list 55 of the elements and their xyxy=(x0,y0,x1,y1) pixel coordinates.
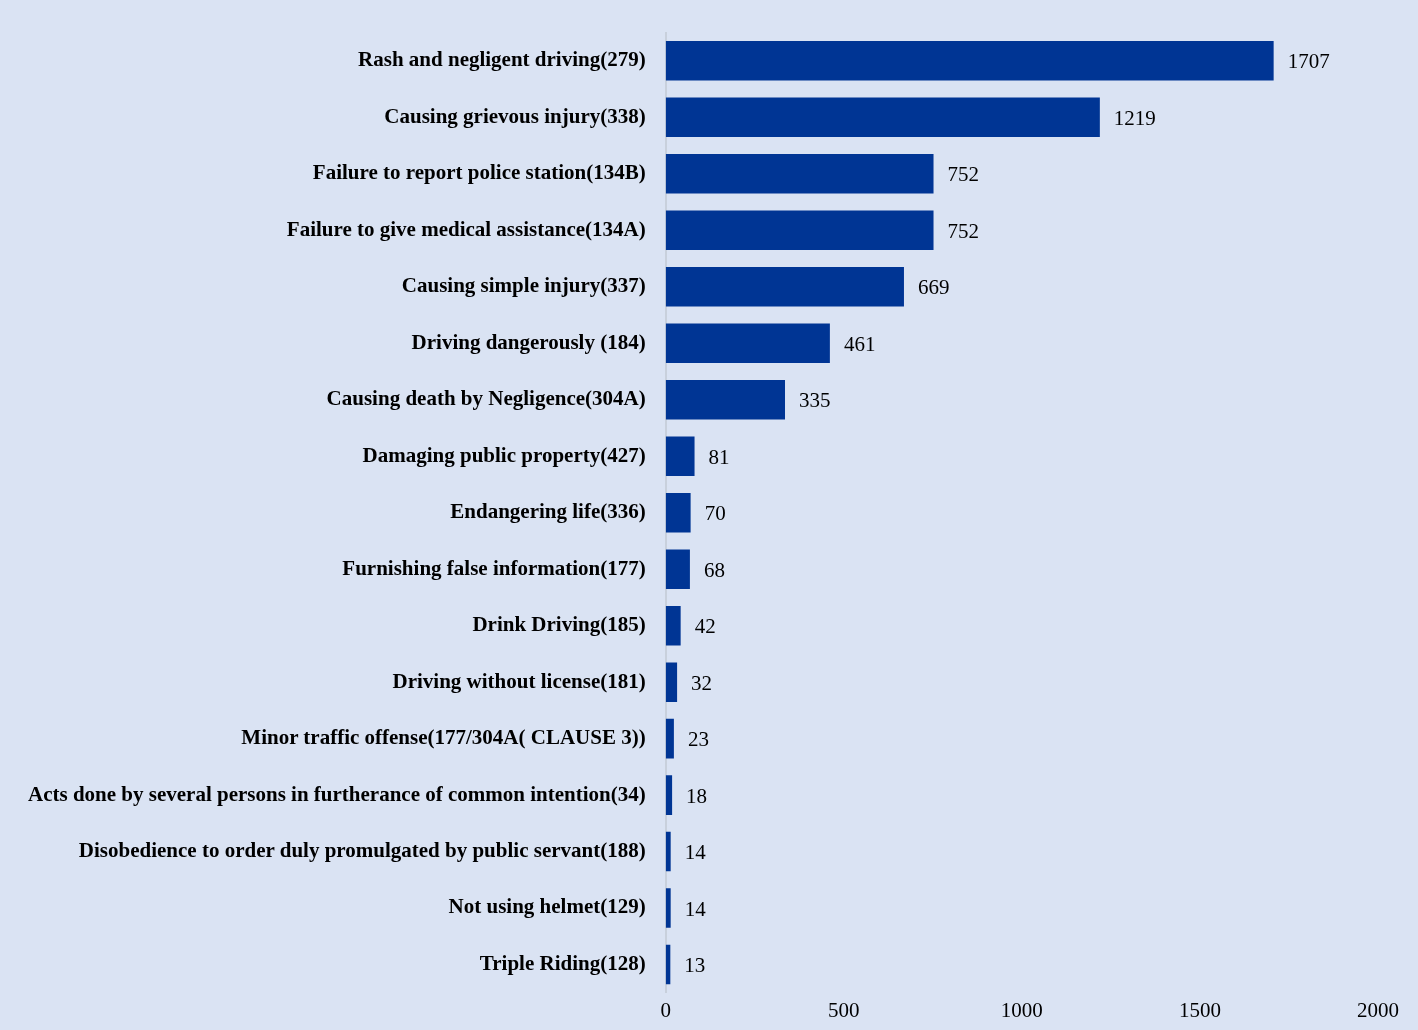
y-tick-label: Damaging public property(427) xyxy=(362,442,646,467)
bar xyxy=(665,436,695,476)
bar xyxy=(665,97,1100,138)
bar xyxy=(665,210,934,251)
data-label: 14 xyxy=(684,896,707,921)
data-label: 81 xyxy=(708,444,730,469)
x-tick-label: 1000 xyxy=(1000,997,1043,1022)
y-tick-label: Endangering life(336) xyxy=(450,499,646,524)
y-tick-label: Driving dangerously (184) xyxy=(411,329,646,354)
bar xyxy=(665,831,671,872)
y-tick-label: Failure to report police station(134B) xyxy=(312,160,646,185)
data-label: 461 xyxy=(843,331,876,356)
bar xyxy=(665,775,673,815)
y-tick-label: Causing simple injury(337) xyxy=(401,273,646,298)
x-tick-label: 500 xyxy=(828,997,860,1022)
y-tick-label: Causing grievous injury(338) xyxy=(384,103,646,128)
bar xyxy=(665,379,786,420)
data-label: 32 xyxy=(691,670,713,695)
data-label: 335 xyxy=(799,388,831,413)
y-tick-label: Not using helmet(129) xyxy=(448,894,646,919)
data-label: 70 xyxy=(704,501,726,526)
data-label: 42 xyxy=(694,614,716,639)
bar xyxy=(665,41,1274,81)
data-label: 752 xyxy=(947,218,980,243)
x-tick-label: 2000 xyxy=(1357,997,1399,1022)
data-label: 13 xyxy=(684,953,706,978)
x-tick-label: 0 xyxy=(660,997,671,1022)
data-label: 669 xyxy=(917,275,950,300)
x-tick-label: 1500 xyxy=(1178,997,1221,1022)
bar xyxy=(665,888,671,928)
y-tick-label: Rash and negligent driving(279) xyxy=(358,47,646,72)
data-label: 1707 xyxy=(1287,49,1330,74)
y-tick-label: Minor traffic offense(177/304A( CLAUSE 3)) xyxy=(241,725,646,750)
data-label: 1219 xyxy=(1113,105,1156,130)
y-tick-label: Driving without license(181) xyxy=(392,668,646,693)
y-tick-label: Drink Driving(185) xyxy=(472,612,646,637)
bar xyxy=(665,718,674,759)
bar xyxy=(665,323,830,364)
y-tick-label: Acts done by several persons in furtherance of common intention(34) xyxy=(27,781,646,806)
data-label: 14 xyxy=(684,840,707,865)
data-label: 18 xyxy=(686,783,708,808)
data-label: 68 xyxy=(703,557,725,582)
data-label: 752 xyxy=(947,162,980,187)
bar xyxy=(665,267,904,307)
y-tick-label: Furnishing false information(177) xyxy=(342,555,646,580)
y-tick-label: Failure to give medical assistance(134A) xyxy=(286,216,646,241)
y-tick-label: Causing death by Negligence(304A) xyxy=(326,386,646,411)
bar xyxy=(665,492,691,533)
y-tick-label: Disobedience to order duly promulgated by public servant(188) xyxy=(78,838,646,863)
y-tick-label: Triple Riding(128) xyxy=(479,950,646,975)
data-label: 23 xyxy=(687,727,709,752)
bar xyxy=(665,605,681,646)
bar xyxy=(665,154,934,194)
bar xyxy=(665,662,678,702)
bar xyxy=(665,549,690,589)
